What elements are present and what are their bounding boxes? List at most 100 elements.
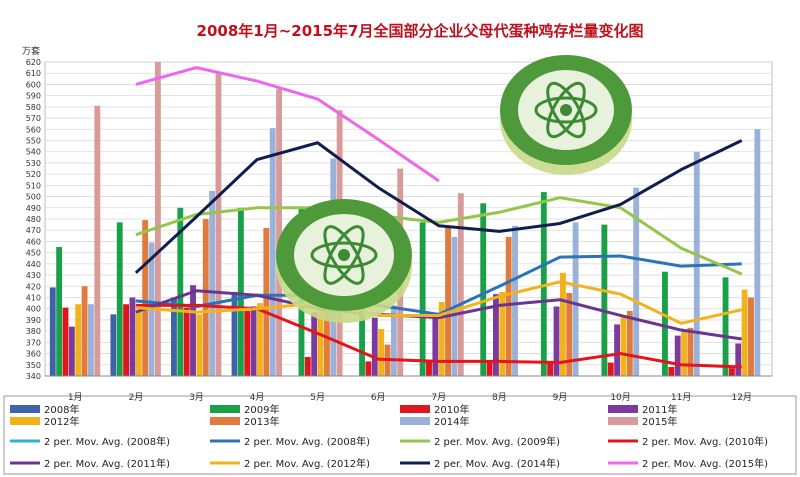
legend-label: 2015年 xyxy=(642,415,677,428)
legend-swatch xyxy=(210,417,240,425)
y-tick-label: 370 xyxy=(26,338,41,347)
bar xyxy=(231,291,238,376)
bar xyxy=(116,222,123,376)
legend-swatch xyxy=(608,405,638,413)
bar xyxy=(202,219,209,376)
bar xyxy=(614,324,621,376)
bar xyxy=(620,316,627,376)
y-tick-label: 380 xyxy=(26,327,41,336)
bar xyxy=(735,343,742,376)
legend-label: 2 per. Mov. Avg. (2010年) xyxy=(642,435,768,448)
bar xyxy=(445,227,452,376)
legend-label: 2 per. Mov. Avg. (2015年) xyxy=(642,457,768,470)
moving-average-line xyxy=(135,66,440,183)
legend-label: 2 per. Mov. Avg. (2008年) xyxy=(44,435,170,448)
y-tick-label: 350 xyxy=(26,361,41,370)
bar xyxy=(493,294,499,376)
bar xyxy=(687,327,694,376)
bar xyxy=(540,192,547,376)
bar xyxy=(183,307,190,376)
y-tick-label: 360 xyxy=(26,350,41,359)
x-tick-label: 11月 xyxy=(671,392,691,403)
bar xyxy=(250,306,257,376)
bar xyxy=(607,362,614,376)
y-tick-label: 550 xyxy=(26,137,41,146)
moving-average-line xyxy=(135,196,743,276)
bar xyxy=(68,326,75,376)
moving-average-line xyxy=(135,303,742,369)
bar xyxy=(154,62,161,376)
legend-swatch xyxy=(400,417,430,425)
legend-label: 2008年 xyxy=(44,403,79,416)
legend-swatch xyxy=(10,405,40,413)
legend-label: 2012年 xyxy=(44,415,79,428)
bar xyxy=(457,193,464,376)
y-tick-label: 620 xyxy=(26,58,41,67)
bar xyxy=(110,314,117,376)
bar xyxy=(49,287,56,376)
chart-title: 2008年1月~2015年7月全国部分企业父母代蛋种鸡存栏量变化图 xyxy=(197,22,644,40)
y-tick-label: 510 xyxy=(26,181,41,190)
bar xyxy=(499,291,506,376)
bar xyxy=(88,304,94,376)
legend-swatch xyxy=(210,405,240,413)
y-tick-label: 540 xyxy=(26,148,41,157)
legend-label: 2010年 xyxy=(434,403,469,416)
bar xyxy=(365,361,372,376)
y-tick-label: 410 xyxy=(26,294,41,303)
bar xyxy=(129,297,136,376)
bar xyxy=(547,362,554,376)
bar xyxy=(426,361,432,376)
moving-average-line xyxy=(134,139,743,274)
bar xyxy=(480,203,487,376)
y-tick-label: 390 xyxy=(26,316,41,325)
bar xyxy=(371,317,378,376)
bar xyxy=(81,286,88,376)
legend-swatch xyxy=(10,417,40,425)
y-tick-label: 420 xyxy=(26,282,41,291)
bar xyxy=(123,304,130,376)
bar xyxy=(269,128,276,376)
seal-logo-top xyxy=(500,55,632,175)
bar xyxy=(190,285,196,376)
bar xyxy=(668,367,675,376)
y-tick-label: 460 xyxy=(26,237,41,246)
y-tick-label: 480 xyxy=(26,215,41,224)
bar xyxy=(754,129,761,376)
bar xyxy=(276,88,282,377)
x-tick-label: 5月 xyxy=(310,392,325,403)
y-tick-label: 610 xyxy=(26,69,41,78)
legend-label: 2014年 xyxy=(434,415,469,428)
bar xyxy=(317,303,324,376)
bar xyxy=(741,289,748,376)
bar xyxy=(237,207,244,376)
y-tick-label: 530 xyxy=(26,159,41,168)
legend-swatch xyxy=(608,417,638,425)
bar xyxy=(572,222,579,376)
legend-label: 2013年 xyxy=(244,415,279,428)
bar xyxy=(135,310,142,376)
legend-label: 2 per. Mov. Avg. (2012年) xyxy=(244,457,370,470)
bar xyxy=(209,190,216,376)
y-tick-label: 570 xyxy=(26,114,41,123)
bar xyxy=(505,236,512,376)
x-tick-label: 8月 xyxy=(492,392,507,403)
bar xyxy=(693,151,700,376)
legend-label: 2011年 xyxy=(642,403,677,416)
legend-label: 2 per. Mov. Avg. (2009年) xyxy=(434,435,560,448)
bar xyxy=(257,303,263,376)
legend-label: 2 per. Mov. Avg. (2014年) xyxy=(434,457,560,470)
bar xyxy=(633,187,640,376)
x-tick-label: 1月 xyxy=(68,392,83,403)
x-tick-label: 4月 xyxy=(250,392,265,403)
bar xyxy=(244,310,251,376)
x-tick-label: 7月 xyxy=(431,392,446,403)
legend-label: 2 per. Mov. Avg. (2008年) xyxy=(244,435,370,448)
x-tick-label: 10月 xyxy=(610,392,630,403)
legend-label: 2009年 xyxy=(244,403,279,416)
bar xyxy=(323,285,330,376)
bar xyxy=(601,224,608,376)
x-tick-label: 12月 xyxy=(731,392,751,403)
y-tick-label: 560 xyxy=(26,125,41,134)
